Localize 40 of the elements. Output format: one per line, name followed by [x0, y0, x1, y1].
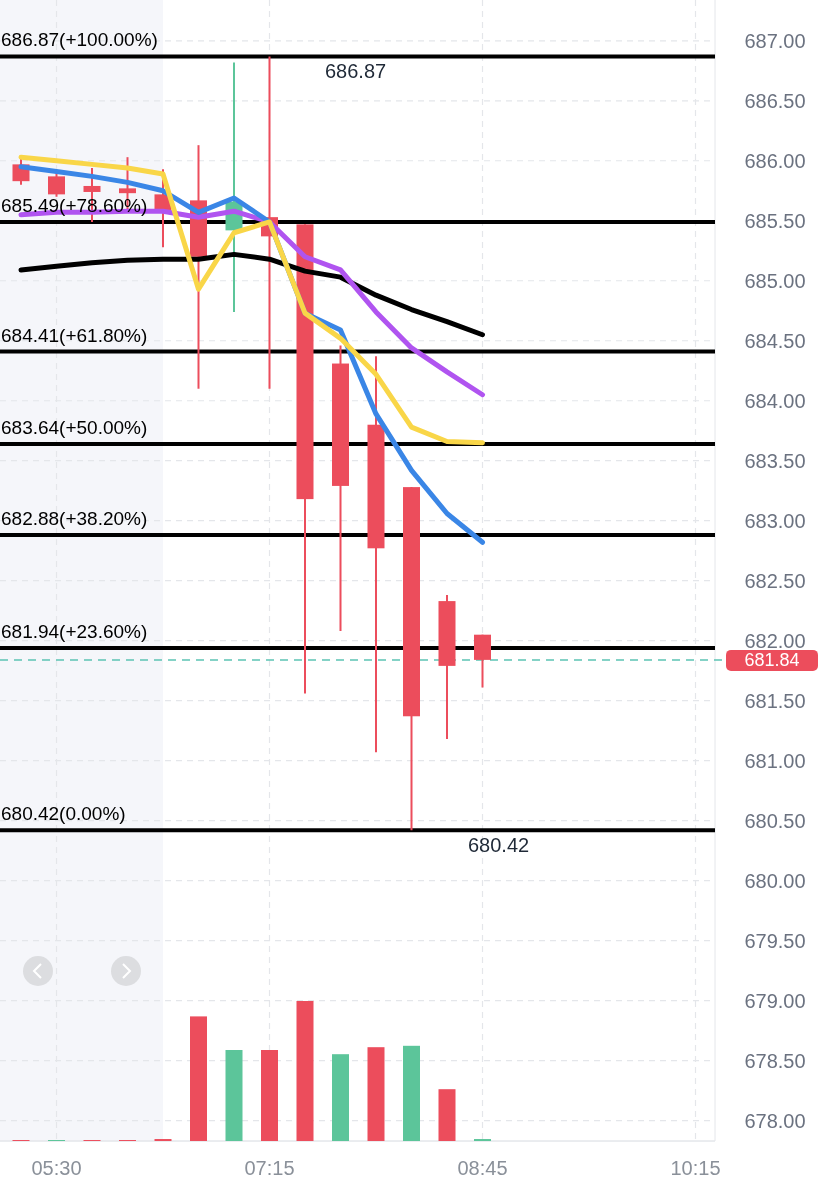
y-tick-label: 682.00	[744, 629, 806, 652]
ref-line-label: 681.84	[744, 650, 800, 671]
y-tick-label: 678.50	[744, 1049, 806, 1072]
y-tick-label: 683.50	[744, 449, 806, 472]
y-tick-label: 680.50	[744, 809, 806, 832]
y-tick-label: 686.00	[744, 149, 806, 172]
y-tick-label: 684.00	[744, 389, 806, 412]
bar	[332, 1054, 349, 1141]
x-tick-label: 10:15	[670, 1157, 721, 1179]
bar	[225, 1050, 243, 1141]
y-tick-label: 679.00	[744, 989, 806, 1012]
bar	[367, 1047, 385, 1141]
annotation: 680.42	[468, 834, 530, 857]
bar	[438, 1089, 456, 1141]
y-tick-label: 679.50	[744, 929, 806, 952]
bar	[190, 1016, 207, 1141]
x-tick-label: 07:15	[244, 1157, 295, 1179]
ref-line-label: 680.42(0.00%)	[1, 803, 126, 825]
y-tick-label: 685.50	[744, 209, 806, 232]
x-tick-label: 05:30	[31, 1157, 82, 1179]
bar	[296, 1001, 314, 1141]
y-tick-label: 683.00	[744, 509, 806, 532]
y-tick-label: 685.00	[744, 269, 806, 292]
ref-line-label: 684.41(+61.80%)	[1, 324, 148, 346]
bar	[403, 1045, 420, 1141]
y-tick-label: 680.00	[744, 869, 806, 892]
y-tick-label: 681.50	[744, 689, 806, 712]
y-tick-label: 686.50	[744, 89, 806, 112]
x-tick-label: 08:45	[457, 1157, 508, 1179]
ref-line-label: 683.64(+50.00%)	[1, 416, 148, 438]
y-tick-label: 684.50	[744, 329, 806, 352]
y-tick-label: 678.00	[744, 1109, 806, 1132]
ref-line-label: 682.88(+38.20%)	[1, 508, 148, 530]
y-tick-label: 682.50	[744, 569, 806, 592]
ref-line-label: 681.94(+23.60%)	[1, 620, 148, 642]
y-tick-label: 681.00	[744, 749, 806, 772]
bar	[261, 1050, 278, 1141]
annotation: 686.87	[325, 60, 387, 83]
y-tick-label: 687.00	[744, 29, 806, 52]
ref-line-label: 686.87(+100.00%)	[1, 29, 158, 51]
